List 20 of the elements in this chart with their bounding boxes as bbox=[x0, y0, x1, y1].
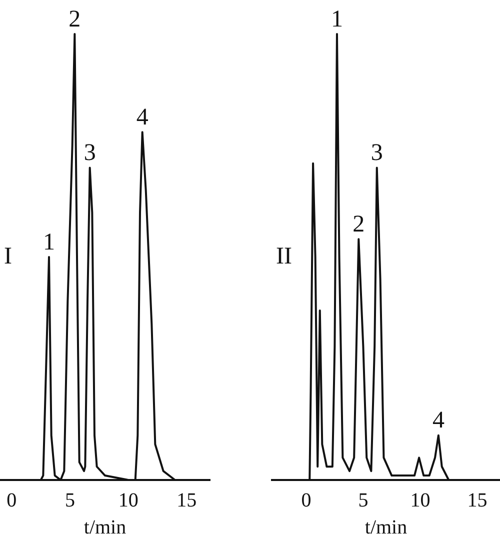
x-tick-label: 5 bbox=[65, 489, 75, 512]
annotation: 2 bbox=[352, 211, 365, 238]
x-tick-label: 15 bbox=[467, 489, 488, 512]
x-tick-label: 10 bbox=[410, 489, 430, 512]
annotation: II bbox=[276, 243, 292, 270]
annotation: 2 bbox=[68, 6, 81, 32]
annotation: 1 bbox=[330, 6, 343, 32]
annotation: 3 bbox=[370, 140, 383, 166]
x-tick-label: 0 bbox=[301, 489, 312, 512]
x-axis-title: t/min bbox=[84, 516, 126, 538]
annotation: 3 bbox=[84, 140, 96, 166]
annotation: I bbox=[4, 243, 12, 270]
annotation: 1 bbox=[43, 229, 55, 256]
x-tick-label: 10 bbox=[118, 489, 138, 512]
annotation: 4 bbox=[432, 408, 444, 434]
annotation: 4 bbox=[136, 104, 148, 130]
x-tick-label: 15 bbox=[176, 489, 197, 512]
x-axis-title: t/min bbox=[364, 516, 408, 538]
x-tick-label: 5 bbox=[358, 489, 368, 512]
x-tick-label: 0 bbox=[6, 489, 17, 512]
